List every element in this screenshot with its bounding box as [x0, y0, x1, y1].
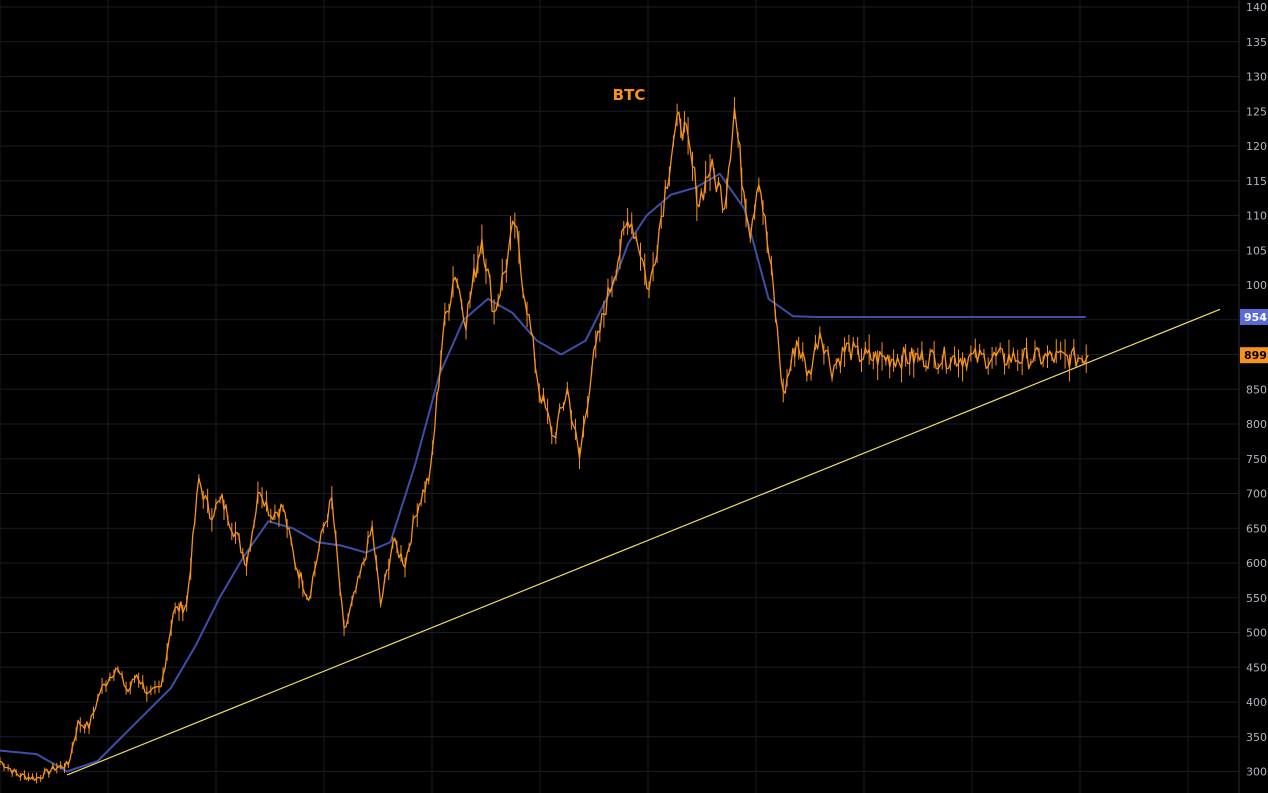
y-tick-label: 350 [1246, 731, 1267, 744]
y-tick-label: 450 [1246, 661, 1267, 674]
y-tick-label: 600 [1246, 557, 1267, 570]
price-tag-box [1240, 308, 1268, 325]
grid [0, 0, 1239, 793]
y-tick-label: 650 [1246, 522, 1267, 535]
price-tags: 954 899 [1240, 308, 1268, 364]
trendline [66, 308, 1221, 776]
y-tick-label: 400 [1246, 696, 1267, 709]
price-tag-label: 899 [1244, 349, 1267, 362]
y-tick-label: 100 [1246, 279, 1267, 292]
y-tick-label: 135 [1246, 36, 1267, 49]
y-tick-label: 850 [1246, 383, 1267, 396]
y-tick-label: 700 [1246, 488, 1267, 501]
y-tick-label: 130 [1246, 71, 1267, 84]
y-tick-label: 125 [1246, 105, 1267, 118]
y-tick-label: 500 [1246, 627, 1267, 640]
y-tick-label: 140 [1246, 1, 1267, 14]
price-tag-box [1240, 347, 1268, 364]
y-tick-label: 550 [1246, 592, 1267, 605]
price-tag-label: 954 [1244, 311, 1267, 324]
y-tick-label: 105 [1246, 244, 1267, 257]
series-layer [0, 96, 1221, 784]
y-tick-label: 120 [1246, 140, 1267, 153]
ma-line [0, 172, 1086, 773]
chart-title: BTC [613, 86, 646, 104]
price-axis[interactable]: 1401351301251201151101051009509008508007… [1246, 1, 1267, 779]
y-tick-label: 800 [1246, 418, 1267, 431]
y-tick-label: 110 [1246, 210, 1267, 223]
y-tick-label: 115 [1246, 175, 1267, 188]
y-tick-label: 750 [1246, 453, 1267, 466]
y-tick-label: 300 [1246, 766, 1267, 779]
